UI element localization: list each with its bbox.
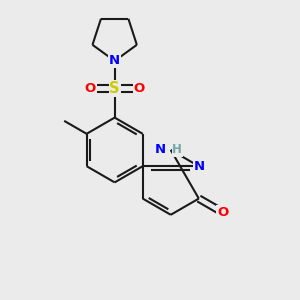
- Text: N: N: [193, 160, 204, 173]
- Text: O: O: [217, 206, 228, 219]
- Text: N: N: [155, 143, 166, 157]
- Text: S: S: [110, 81, 120, 96]
- Text: H: H: [172, 143, 182, 157]
- Text: O: O: [133, 82, 145, 95]
- Text: O: O: [85, 82, 96, 95]
- Text: N: N: [109, 54, 120, 68]
